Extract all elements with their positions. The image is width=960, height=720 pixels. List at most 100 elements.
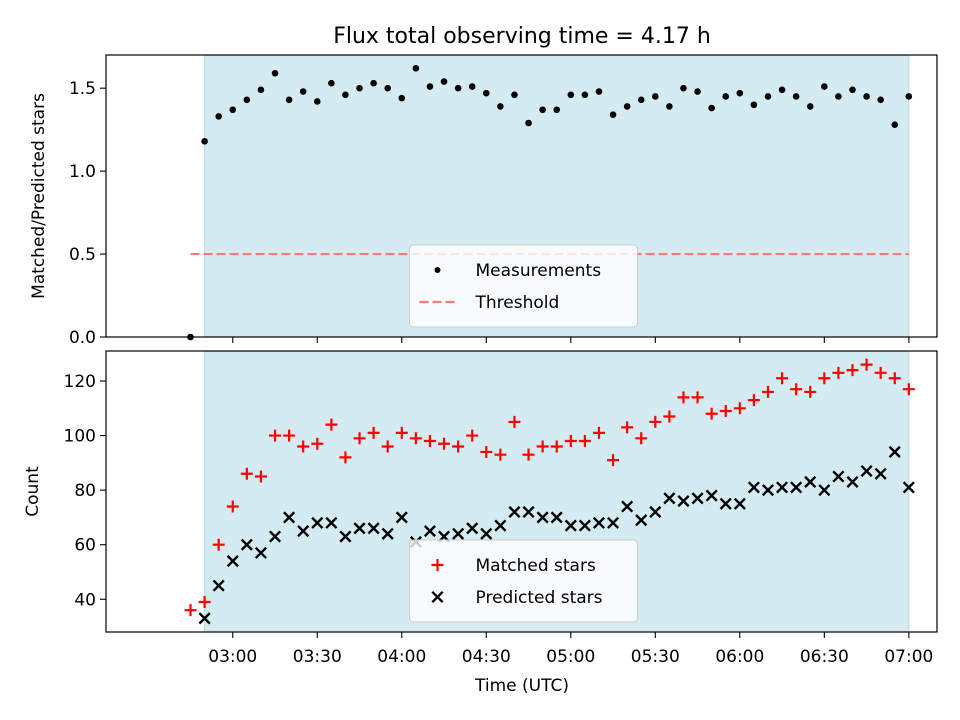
- data-point-measurement: [412, 64, 420, 72]
- data-point-matched: [480, 445, 493, 458]
- data-point-matched: [297, 440, 310, 453]
- data-point-measurement: [299, 88, 307, 95]
- data-point-matched: [522, 448, 535, 461]
- y-axis-label: Matched/Predicted stars: [29, 93, 49, 299]
- data-point-matched: [494, 448, 507, 461]
- data-point-measurement: [243, 96, 251, 104]
- data-point-predicted: [254, 546, 267, 559]
- figure-title: Flux total observing time = 4.17 h: [333, 24, 711, 49]
- data-point-measurement: [609, 111, 617, 119]
- data-point-matched: [452, 440, 465, 453]
- data-point-matched: [367, 426, 380, 439]
- data-point-predicted: [635, 514, 648, 527]
- data-point-predicted: [649, 505, 662, 519]
- data-point-matched: [423, 435, 436, 448]
- plot-frame: [105, 350, 938, 633]
- data-point-matched: [804, 385, 817, 398]
- data-point-matched: [776, 372, 789, 385]
- data-point-measurement: [849, 86, 856, 94]
- data-point-matched: [621, 421, 634, 434]
- data-point-predicted: [776, 481, 789, 494]
- data-point-measurement: [792, 93, 800, 100]
- data-point-predicted: [578, 519, 591, 532]
- data-point-measurement: [285, 96, 293, 104]
- y-tick-label: 0.5: [69, 245, 96, 265]
- data-point-measurement: [567, 91, 575, 99]
- data-point-matched: [283, 429, 296, 442]
- data-point-measurement: [722, 93, 730, 100]
- data-point-matched: [818, 372, 831, 385]
- legend-box: [409, 539, 638, 623]
- x-axis-label: Time (UTC): [474, 676, 569, 696]
- data-point-matched: [902, 383, 915, 396]
- data-point-predicted: [297, 525, 310, 538]
- data-point-predicted: [198, 612, 211, 625]
- data-point-predicted: [508, 505, 521, 519]
- data-point-predicted: [804, 475, 817, 488]
- plot-frame: [105, 54, 938, 338]
- data-point-predicted: [423, 525, 436, 538]
- data-point-predicted: [733, 497, 746, 510]
- data-point-measurement: [821, 83, 828, 90]
- x-tick-label: 04:00: [377, 647, 426, 667]
- data-point-measurement: [215, 113, 222, 120]
- data-point-measurement: [356, 84, 363, 92]
- data-point-measurement: [652, 93, 659, 100]
- data-point-matched: [846, 364, 859, 377]
- data-point-predicted: [522, 505, 535, 519]
- y-tick-label: 1.0: [69, 162, 96, 182]
- y-tick-label: 120: [64, 372, 96, 392]
- data-point-measurement: [342, 91, 349, 99]
- x-tick-label: 06:30: [800, 647, 849, 667]
- data-point-measurement: [539, 106, 546, 114]
- data-point-predicted: [339, 530, 352, 543]
- legend-swatch-matched: [431, 559, 444, 571]
- data-point-predicted: [226, 555, 239, 568]
- data-point-measurement: [525, 119, 532, 127]
- data-point-predicted: [663, 492, 676, 505]
- data-point-predicted: [381, 527, 394, 540]
- data-point-matched: [226, 500, 239, 513]
- bottom-panel-counts: 40 60 80 100 120 03:00 03:30 04:00 04:30 05:00 05:…: [23, 350, 938, 667]
- data-point-measurement: [750, 101, 758, 109]
- data-point-measurement: [440, 78, 448, 85]
- data-point-predicted: [607, 516, 620, 529]
- data-point-predicted: [888, 445, 901, 458]
- y-tick-label: 40: [74, 590, 96, 610]
- data-point-measurement: [694, 88, 701, 95]
- data-point-predicted: [353, 522, 366, 535]
- data-point-predicted: [536, 511, 549, 524]
- data-point-measurement: [511, 91, 518, 99]
- data-point-measurement: [877, 96, 884, 104]
- legend-label: Predicted stars: [476, 588, 603, 608]
- data-point-predicted: [747, 481, 760, 494]
- data-point-measurement: [764, 93, 772, 100]
- data-point-measurement: [835, 93, 842, 100]
- data-point-predicted: [592, 516, 606, 529]
- data-point-measurement: [666, 103, 673, 110]
- data-point-measurement: [271, 69, 279, 77]
- data-point-measurement: [384, 84, 391, 92]
- data-point-predicted: [874, 467, 887, 480]
- data-point-matched: [578, 435, 591, 448]
- data-point-matched: [790, 383, 803, 396]
- data-point-matched: [705, 407, 718, 420]
- y-tick-label: 80: [74, 481, 96, 501]
- data-point-predicted: [212, 579, 225, 592]
- data-point-predicted: [466, 522, 479, 535]
- legend: Measurements Threshold: [409, 244, 638, 328]
- data-point-predicted: [621, 500, 634, 513]
- legend-swatch-measurements: [434, 267, 441, 273]
- y-tick-label: 0.0: [69, 328, 96, 348]
- data-point-matched: [466, 429, 479, 442]
- data-point-predicted: [691, 492, 704, 505]
- data-point-measurement: [398, 94, 406, 102]
- data-point-predicted: [705, 489, 718, 502]
- legend-label: Measurements: [476, 261, 602, 281]
- data-point-predicted: [846, 475, 859, 488]
- data-point-matched: [409, 432, 422, 445]
- data-point-measurement: [891, 121, 899, 128]
- x-tick-label: 03:00: [208, 647, 257, 667]
- x-tick-label: 05:00: [546, 647, 595, 667]
